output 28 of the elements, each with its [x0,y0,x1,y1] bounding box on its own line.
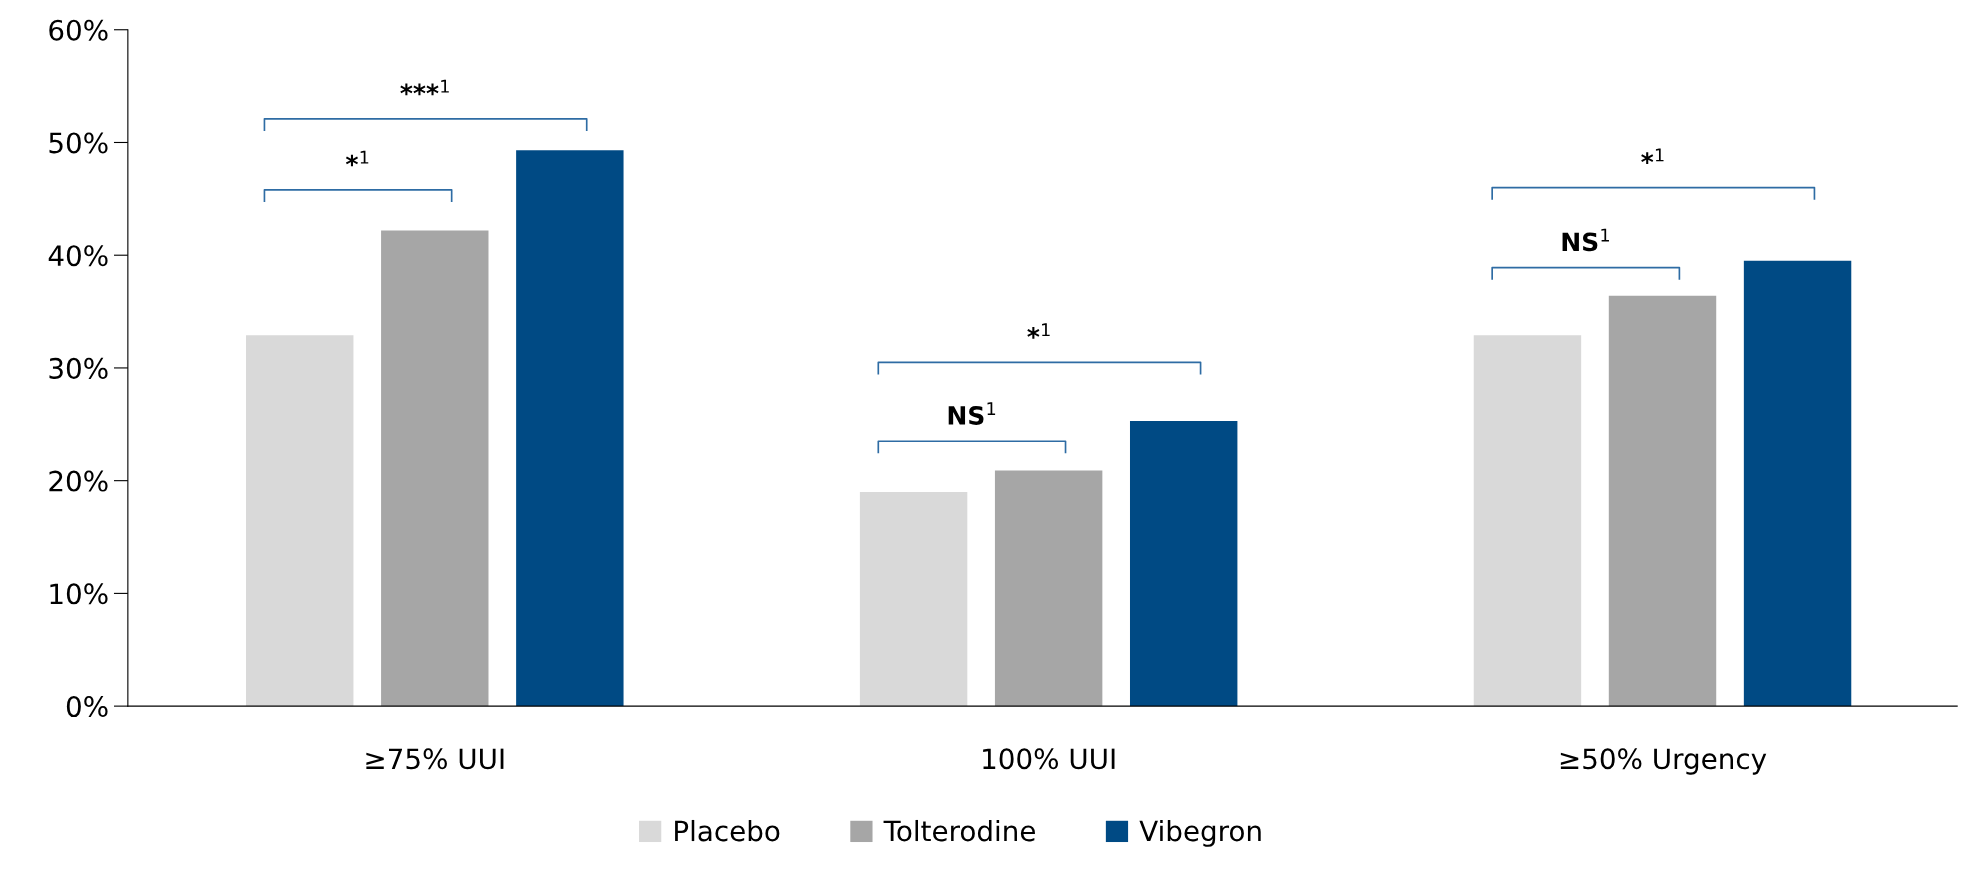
annotation: ***$^{1}$ [400,79,449,96]
x-tick-label: 100% UUI [983,748,1115,770]
bar [1473,335,1582,707]
annotation: NS$^{1}$ [1562,228,1609,252]
y-tick-label: 0% [66,696,108,718]
legend-label: Tolterodine [883,819,1035,842]
x-tick-label: ≥50% Urgency [1560,748,1767,775]
bar [1743,260,1852,707]
bar [246,335,354,707]
annotation: *$^{1}$ [1027,323,1050,339]
bar [1608,295,1717,707]
annotation: *$^{1}$ [1641,148,1664,164]
bar [516,150,624,707]
bar [381,230,489,707]
x-tick-label: ≥75% UUI [366,748,504,770]
y-tick-label: 50% [49,132,108,154]
annotation: NS$^{1}$ [948,402,996,425]
y-tick-label: 20% [49,470,108,492]
y-tick-label: 30% [49,357,108,379]
y-tick-label: 60% [49,19,108,41]
annotation: *$^{1}$ [345,150,369,167]
y-tick-label: 10% [50,583,108,605]
bar [859,491,968,707]
bar [994,470,1103,707]
legend-label: Placebo [675,819,780,842]
legend-label: Vibegron [1139,819,1261,847]
bar [1129,420,1238,707]
y-tick-label: 40% [48,245,108,267]
